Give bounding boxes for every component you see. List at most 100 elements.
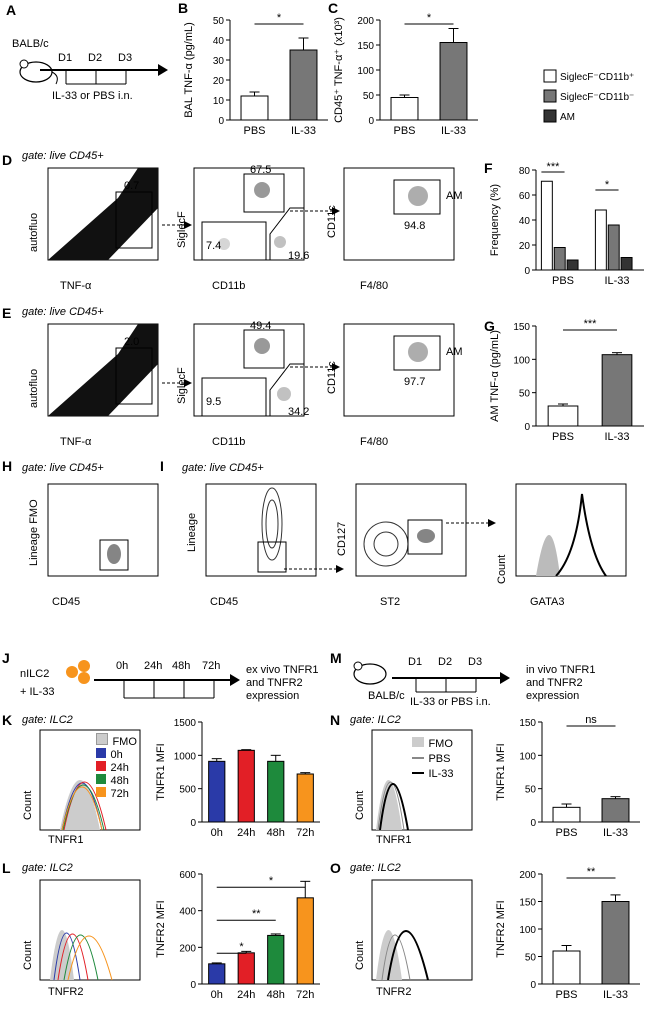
time-72h: 72h	[202, 660, 221, 672]
y-tick-label: 100	[513, 355, 530, 366]
bar	[267, 760, 285, 823]
panel-label-k: K	[2, 712, 13, 728]
am-pct-e: 97.7	[404, 376, 426, 388]
histogram-tnfr1-k	[39, 729, 141, 831]
panel-label-l: L	[2, 860, 11, 876]
bar	[566, 259, 579, 271]
bar	[547, 405, 579, 427]
x-tick-label: IL-33	[441, 125, 466, 137]
bar	[552, 950, 581, 985]
legend-label: SiglecF⁻CD11b⁻	[560, 92, 634, 103]
y-tick-label: 100	[519, 925, 536, 936]
time-48h: 48h	[172, 660, 191, 672]
y-tick-label: 30	[213, 56, 225, 67]
x-tick-label: 72h	[296, 989, 314, 1001]
ylabel-lineage-fmo: Lineage FMO	[28, 499, 40, 566]
xlabel-tnfr1-n: TNFR1	[376, 834, 412, 846]
y-tick-label: 40	[213, 36, 225, 47]
flow-plot-e1	[47, 323, 159, 417]
legend-n: FMO PBS IL-33	[412, 734, 454, 780]
ylabel-count-n: Count	[354, 790, 366, 820]
gate-label-h: gate: live CD45+	[22, 462, 104, 474]
significance-mark: **	[252, 908, 261, 920]
xlabel-cd45-i: CD45	[210, 596, 239, 608]
histogram-gata3	[515, 483, 627, 577]
readout-j-2: and TNFR2	[246, 677, 303, 689]
pct-left-d: 7.4	[206, 240, 222, 252]
y-tick-label: 0	[530, 818, 536, 829]
panel-label-j: J	[2, 650, 10, 666]
y-tick-label: 1000	[174, 751, 197, 762]
x-tick-label: 48h	[267, 827, 285, 839]
gate-label-i: gate: live CD45+	[182, 462, 264, 474]
pct-siglecf-cd11b-top-e: 49.4	[250, 320, 272, 332]
panel-label-i: I	[160, 458, 164, 474]
y-axis-label: TNFR1 MFI	[495, 743, 507, 800]
y-tick-label: 50	[363, 91, 375, 102]
flow-plot-d3	[343, 167, 455, 261]
panel-label-e: E	[2, 305, 12, 321]
bar	[601, 798, 630, 823]
bar	[601, 354, 633, 427]
mouse-icon	[19, 59, 58, 85]
time-0h: 0h	[116, 660, 129, 672]
panel-label-f: F	[484, 160, 493, 176]
bar	[594, 209, 607, 271]
bar	[601, 901, 630, 985]
day-m-d2: D2	[438, 656, 453, 668]
y-axis-label: AM TNF-α (pg/mL)	[489, 330, 501, 422]
stim-label: + IL-33	[20, 686, 55, 698]
xlabel-f480-d: F4/80	[360, 280, 389, 292]
bar	[296, 773, 314, 823]
ylabel-autofluo-e: autofluo	[28, 368, 40, 408]
y-axis-label: TNFR2 MFI	[155, 900, 167, 957]
significance-mark: *	[269, 875, 274, 887]
ylabel-cd127: CD127	[336, 521, 348, 556]
xlabel-gata3: GATA3	[530, 596, 565, 608]
x-tick-label: 0h	[211, 827, 223, 839]
flow-plot-e3	[343, 323, 455, 417]
timeline-arrow	[40, 64, 168, 85]
xlabel-st2: ST2	[380, 596, 401, 608]
y-tick-label: 20	[519, 241, 531, 252]
legend-k-24h: 24h	[110, 762, 129, 774]
time-24h: 24h	[144, 660, 163, 672]
flow-plot-d2	[193, 167, 305, 261]
y-tick-label: 0	[190, 980, 196, 991]
histogram-tnfr2-o	[371, 879, 473, 981]
panel-label-c: C	[328, 0, 339, 16]
panel-label-a: A	[6, 2, 17, 18]
y-axis-label: Frequency (%)	[489, 184, 501, 256]
x-tick-label: IL-33	[291, 125, 316, 137]
y-tick-label: 50	[525, 785, 537, 796]
y-tick-label: 40	[519, 216, 531, 227]
bar	[552, 806, 581, 823]
x-tick-label: 24h	[237, 989, 255, 1001]
y-tick-label: 200	[357, 16, 374, 27]
xlabel-tnfr2-o: TNFR2	[376, 986, 412, 998]
chart-o: 0 50 100 150 200 TNFR2 MFI PBS IL-33 **	[495, 866, 640, 1001]
bar	[237, 749, 255, 823]
readout-j-3: expression	[246, 690, 300, 702]
significance-mark: *	[277, 12, 282, 24]
panel-label-n: N	[330, 712, 341, 728]
histogram-tnfr2-l	[39, 879, 141, 981]
y-tick-label: 20	[213, 76, 225, 87]
bar	[390, 97, 419, 121]
legend-label: AM	[560, 112, 575, 123]
timeline-m	[392, 672, 510, 693]
gate-label-e: gate: live CD45+	[22, 306, 104, 318]
arrow-d2	[290, 207, 340, 215]
pct-siglecf-cd11b-top-d: 67.5	[250, 164, 272, 176]
x-tick-label: 24h	[237, 827, 255, 839]
readout-m-3: expression	[526, 690, 580, 702]
pct-right-e: 34.2	[288, 406, 310, 418]
panel-label-b: B	[178, 0, 189, 16]
ylabel-cd11c-e: CD11c	[326, 361, 338, 394]
legend-n-fmo: FMO	[428, 738, 453, 750]
x-tick-label: 48h	[267, 989, 285, 1001]
xlabel-cd11b-e: CD11b	[212, 436, 246, 448]
y-tick-label: 0	[524, 266, 530, 277]
day-d3: D3	[118, 52, 133, 64]
panel-label-h: H	[2, 458, 13, 474]
